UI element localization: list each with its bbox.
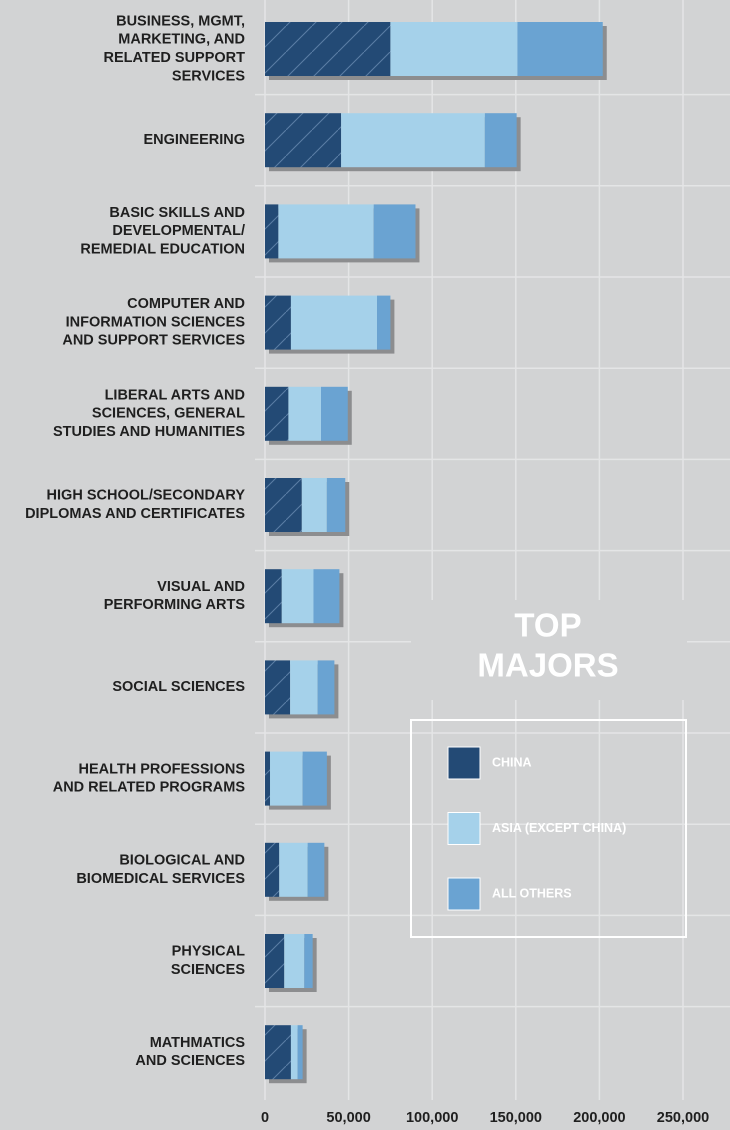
x-tick-label: 50,000: [326, 1110, 370, 1126]
category-label: ENGINEERING: [143, 132, 245, 148]
category-label: SCIENCES, GENERAL: [92, 406, 245, 422]
bar-segment: [270, 751, 303, 806]
bar-segment: [290, 660, 318, 715]
category-label: BIOLOGICAL AND: [119, 852, 245, 868]
legend-label: ASIA (EXCEPT CHINA): [492, 821, 626, 835]
category-label: SCIENCES: [171, 962, 245, 978]
x-tick-label: 0: [261, 1110, 269, 1126]
bar-segment: [302, 751, 327, 806]
bar-segment: [281, 569, 314, 624]
bar-segment: [297, 1025, 303, 1080]
legend-swatch: [447, 746, 481, 780]
category-label: REMEDIAL EDUCATION: [80, 242, 245, 258]
category-label: BASIC SKILLS AND: [109, 205, 245, 221]
category-label: AND SUPPORT SERVICES: [62, 333, 245, 349]
bar-segment: [265, 660, 291, 715]
bar-segment: [278, 204, 374, 259]
category-label: SERVICES: [172, 68, 245, 84]
category-label: DIPLOMAS AND CERTIFICATES: [25, 506, 245, 522]
bar-segment: [517, 22, 603, 76]
category-label: DEVELOPMENTAL/: [112, 223, 245, 239]
legend-label: CHINA: [492, 755, 532, 769]
category-label: COMPUTER AND: [127, 296, 245, 312]
category-label: INFORMATION SCIENCES: [66, 314, 246, 330]
x-tick-label: 150,000: [490, 1110, 542, 1126]
category-label: BIOMEDICAL SERVICES: [76, 871, 245, 887]
category-label: MARKETING, AND: [118, 32, 245, 48]
bar-segment: [265, 113, 342, 168]
category-label: RELATED SUPPORT: [103, 50, 245, 66]
bar-segment: [279, 842, 308, 897]
bar-segment: [377, 295, 391, 350]
category-label: AND RELATED PROGRAMS: [53, 780, 246, 796]
x-tick-label: 100,000: [406, 1110, 458, 1126]
category-label: HIGH SCHOOL/SECONDARY: [47, 488, 246, 504]
bar-segment: [290, 295, 378, 350]
category-label: AND SCIENCES: [135, 1053, 245, 1069]
category-label: VISUAL AND: [157, 579, 245, 595]
bar-segment: [265, 842, 280, 897]
bar-segment: [341, 113, 485, 168]
category-label: LIBERAL ARTS AND: [105, 387, 245, 403]
bar-segment: [265, 386, 289, 441]
bar-segment: [373, 204, 416, 259]
bar-segment: [265, 478, 302, 532]
bar-segment: [301, 478, 327, 532]
category-label: STUDIES AND HUMANITIES: [53, 424, 245, 440]
bar-segment: [265, 204, 279, 259]
title-panel: [411, 600, 687, 700]
bar-segment: [317, 660, 335, 715]
bar-segment: [265, 751, 271, 806]
category-label: MATHMATICS: [150, 1035, 246, 1051]
category-label: PHYSICAL: [172, 944, 245, 960]
category-label: SOCIAL SCIENCES: [112, 679, 245, 695]
bar-segment: [265, 569, 282, 624]
legend-swatch: [447, 812, 481, 845]
category-label: HEALTH PROFESSIONS: [79, 761, 246, 777]
chart-title: TOP: [514, 607, 581, 644]
bar-segment: [304, 934, 313, 988]
bar-segment: [265, 934, 285, 988]
legend-box: [410, 719, 687, 938]
bar-segment: [284, 934, 305, 988]
category-label: PERFORMING ARTS: [104, 597, 246, 613]
bar-segment: [484, 113, 517, 168]
bar-segment: [265, 22, 391, 76]
chart-title: MAJORS: [477, 647, 618, 684]
bar-segment: [265, 295, 291, 350]
x-tick-label: 250,000: [657, 1110, 709, 1126]
legend-label: ALL OTHERS: [492, 886, 572, 900]
category-label: BUSINESS, MGMT,: [116, 13, 245, 29]
bar-segment: [390, 22, 518, 76]
bar-segment: [307, 842, 325, 897]
bar-segment: [290, 1025, 298, 1080]
legend-swatch: [447, 877, 481, 911]
bar-segment: [321, 386, 348, 441]
bar-segment: [326, 478, 346, 532]
bar-segment: [265, 1025, 291, 1080]
bar-segment: [288, 386, 322, 441]
bar-segment: [313, 569, 340, 624]
x-tick-label: 200,000: [573, 1110, 625, 1126]
